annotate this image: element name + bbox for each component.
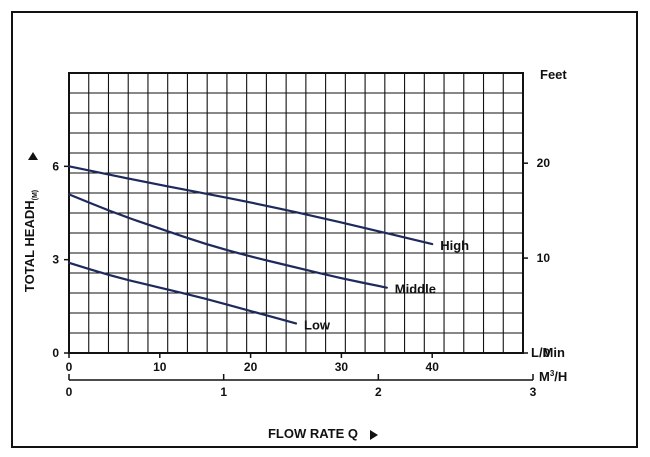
x-primary-axis-label: L/Min <box>531 345 565 360</box>
series-line-middle <box>67 193 388 289</box>
x-primary-tick-label: 20 <box>244 360 258 374</box>
plot-border <box>68 72 524 354</box>
y-right-tick-label: 10 <box>537 251 551 265</box>
series-line-low <box>67 261 298 325</box>
series-label-middle: Middle <box>395 282 436 297</box>
y-right-tick-label: 0 <box>543 346 550 360</box>
x-secondary-tick-label: 0 <box>66 385 73 399</box>
x-title-arrow-icon <box>370 430 378 440</box>
x-secondary-tick-label: 2 <box>375 385 382 399</box>
x-secondary-axis-label: M3/H <box>539 369 567 384</box>
y-left-tick-label: 3 <box>52 253 59 267</box>
y-right-axis-label: Feet <box>540 67 567 82</box>
x-primary-tick-label: 30 <box>335 360 349 374</box>
series-line-high <box>67 165 434 246</box>
x-axis-title: FLOW RATE Q <box>268 426 358 441</box>
y-right-tick-label: 20 <box>537 156 551 170</box>
y-left-tick-label: 0 <box>52 346 59 360</box>
x-primary-tick-label: 10 <box>153 360 167 374</box>
chart-frame: 0 10 20 30 40 L/Min 0 1 2 3 M3/H FLOW RATE Q 0 3 6 TOTA… <box>11 11 638 448</box>
series-label-low: Low <box>304 317 331 332</box>
y-left-tick-label: 6 <box>52 159 59 173</box>
y-title-arrow-icon <box>28 152 38 160</box>
series-label-high: High <box>440 238 469 253</box>
x-primary-tick-label: 0 <box>66 360 73 374</box>
x-secondary-tick-label: 3 <box>530 385 537 399</box>
y-left-axis-title: TOTAL HEADH(M) <box>22 190 39 292</box>
x-primary-tick-label: 40 <box>426 360 440 374</box>
x-secondary-tick-label: 1 <box>220 385 227 399</box>
